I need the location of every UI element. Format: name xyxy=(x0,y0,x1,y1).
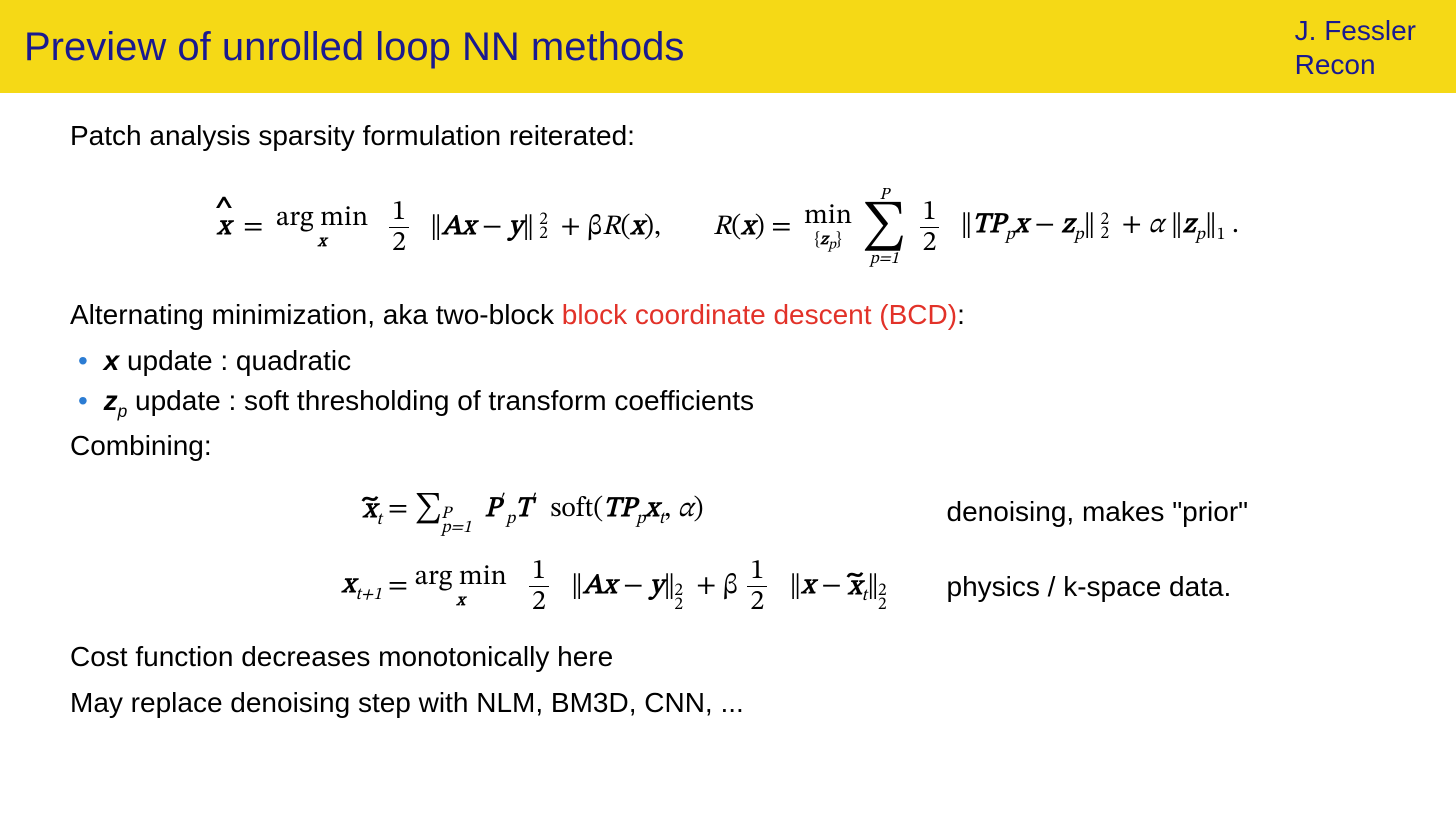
eq2-rhs2: = arg minx 12 ‖Ax − y‖22 + β 12 ‖x − xt‖… xyxy=(388,557,887,616)
closing-1: Cost function decreases monotonically he… xyxy=(70,638,1386,676)
author-name: J. Fessler xyxy=(1295,14,1416,48)
bullet-z-var: z xyxy=(104,385,118,416)
xhat: x xyxy=(217,209,230,247)
eq2-lhs1: xt xyxy=(208,492,388,532)
slide-header: Preview of unrolled loop NN methods J. F… xyxy=(0,0,1456,93)
bullet-z-sub: p xyxy=(118,401,128,421)
author-block: J. Fessler Recon xyxy=(1295,14,1432,81)
bullet-icon: • xyxy=(78,385,88,416)
min-zp: min {zp} xyxy=(804,202,852,253)
altmin-post: : xyxy=(957,299,965,330)
bullet-icon: • xyxy=(78,345,88,376)
closing-2: May replace denoising step with NLM, BM3… xyxy=(70,684,1386,722)
slide-body: Patch analysis sparsity formulation reit… xyxy=(0,93,1456,722)
sum-p: P ∑ p=1 xyxy=(862,187,907,268)
bullet-z-update: • zp update : soft thresholding of trans… xyxy=(70,382,1386,423)
combining-label: Combining: xyxy=(70,427,1386,465)
bullet-z-text: update : soft thresholding of transform … xyxy=(127,385,754,416)
eq2-rhs1: = ∑Pp=1 P′pT′ soft(TPpxt, α) xyxy=(388,489,887,535)
equation-combining: xt = ∑Pp=1 P′pT′ soft(TPpxt, α) denoisin… xyxy=(70,489,1386,616)
intro-text: Patch analysis sparsity formulation reit… xyxy=(70,117,1386,155)
eq2-lhs2: xt+1 xyxy=(208,567,388,607)
bullet-x-var: x xyxy=(104,345,120,376)
author-subtitle: Recon xyxy=(1295,48,1416,82)
bullet-x-update: • x update : quadratic xyxy=(70,342,1386,380)
one-half-2: 1 2 xyxy=(920,198,940,257)
bcd-highlight: block coordinate descent (BCD) xyxy=(562,299,957,330)
one-half: 1 2 xyxy=(389,198,409,257)
bullet-x-text: update : quadratic xyxy=(119,345,351,376)
eq2-desc1: denoising, makes "prior" xyxy=(947,493,1249,531)
slide-title: Preview of unrolled loop NN methods xyxy=(24,25,684,70)
altmin-pre: Alternating minimization, aka two-block xyxy=(70,299,562,330)
equation-main: x = arg min x 1 2 ‖Ax − y‖22 + βR(x), R(… xyxy=(70,187,1386,268)
eq2-desc2: physics / k-space data. xyxy=(947,568,1249,606)
argmin: arg min x xyxy=(276,204,368,251)
altmin-line: Alternating minimization, aka two-block … xyxy=(70,296,1386,334)
